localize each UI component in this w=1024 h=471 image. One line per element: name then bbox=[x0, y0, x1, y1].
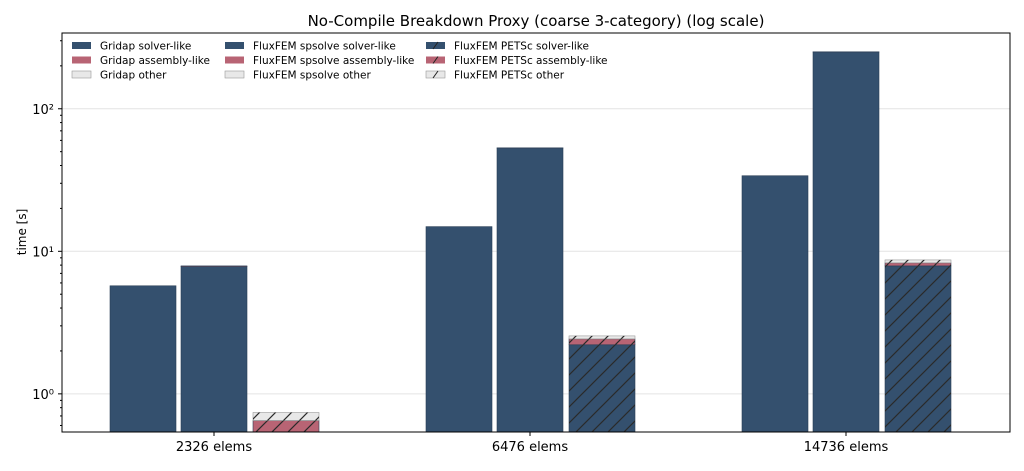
legend-label: FluxFEM PETSc other bbox=[454, 70, 565, 82]
fluxfem-petsc-solver-bar-hatch bbox=[569, 345, 635, 432]
legend-swatch bbox=[72, 42, 91, 49]
fluxfem-petsc-other-bar-hatch bbox=[253, 412, 319, 420]
legend-label: Gridap other bbox=[100, 70, 167, 82]
y-tick-label: 10¹ bbox=[32, 245, 54, 260]
fluxfem-spsolve-solver-bar bbox=[497, 148, 563, 432]
y-tick-label: 10⁰ bbox=[32, 388, 54, 403]
legend-swatch bbox=[225, 57, 244, 64]
x-tick-label: 14736 elems bbox=[804, 440, 889, 455]
legend-label: Gridap assembly-like bbox=[100, 55, 210, 67]
fluxfem-petsc-assembly-bar-hatch bbox=[253, 421, 319, 432]
fluxfem-spsolve-solver-bar bbox=[181, 267, 247, 432]
fluxfem-petsc-assembly-bar-hatch bbox=[885, 263, 951, 266]
legend-swatch bbox=[225, 71, 244, 78]
fluxfem-petsc-other-bar-hatch bbox=[569, 336, 635, 339]
x-tick-label: 6476 elems bbox=[492, 440, 568, 455]
fluxfem-petsc-solver-bar-hatch bbox=[885, 266, 951, 432]
fluxfem-petsc-other-bar-hatch bbox=[885, 260, 951, 263]
fluxfem-spsolve-assembly-bar bbox=[181, 266, 247, 267]
legend-label: Gridap solver-like bbox=[100, 41, 191, 53]
x-tick-label: 2326 elems bbox=[176, 440, 252, 455]
fluxfem-spsolve-solver-bar bbox=[813, 52, 879, 432]
legend-swatch bbox=[72, 71, 91, 78]
y-tick-label: 10² bbox=[32, 103, 54, 118]
gridap-solver-bar bbox=[110, 286, 176, 432]
gridap-solver-bar bbox=[742, 176, 808, 432]
fluxfem-petsc-assembly-bar-hatch bbox=[569, 339, 635, 345]
legend-label: FluxFEM PETSc solver-like bbox=[454, 41, 589, 53]
legend-swatch bbox=[72, 57, 91, 64]
legend-label: FluxFEM spsolve assembly-like bbox=[253, 55, 414, 67]
legend-label: FluxFEM spsolve other bbox=[253, 70, 372, 82]
legend-label: FluxFEM PETSc assembly-like bbox=[454, 55, 608, 67]
legend-label: FluxFEM spsolve solver-like bbox=[253, 41, 396, 53]
chart-title: No-Compile Breakdown Proxy (coarse 3-cat… bbox=[308, 12, 765, 30]
gridap-solver-bar bbox=[426, 227, 492, 432]
legend: Gridap solver-like Gridap assembly-like Gr… bbox=[72, 41, 608, 82]
y-axis-label: time [s] bbox=[15, 209, 29, 256]
legend-swatch bbox=[225, 42, 244, 49]
